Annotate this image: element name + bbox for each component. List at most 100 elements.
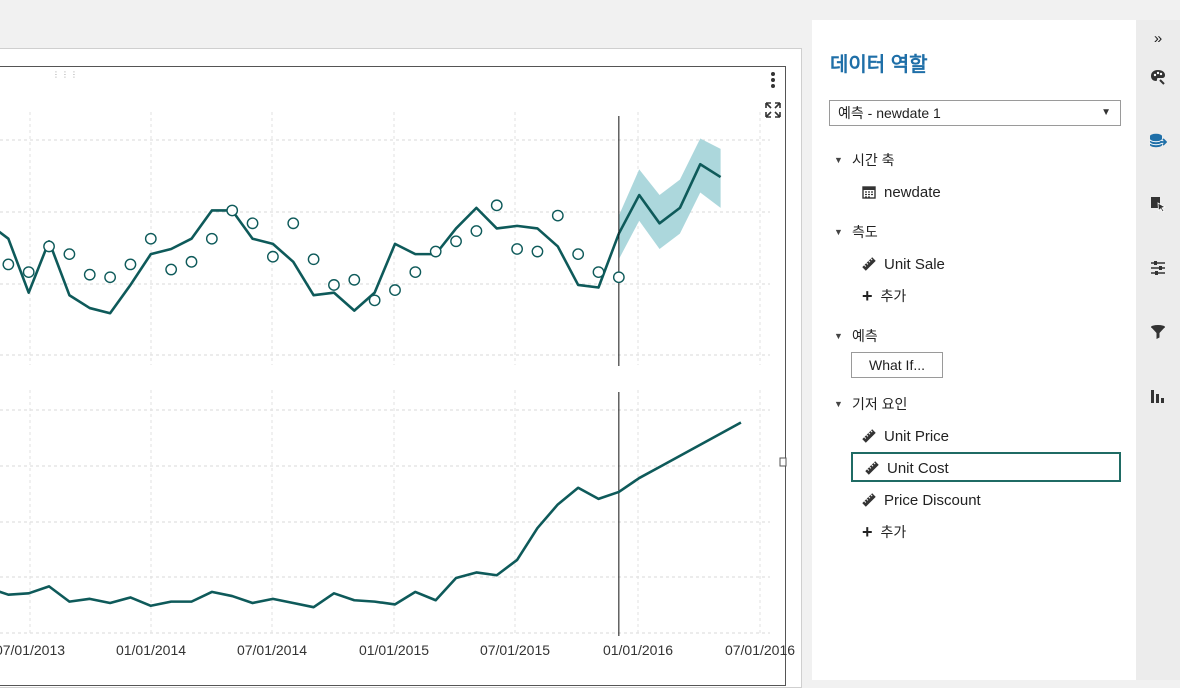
actual-point-22 [429, 245, 442, 258]
add-label: 추가 [880, 524, 907, 540]
x-tick-layer: 07/01/2013 01/01/2014 07/01/2014 01/01/2015… [0, 642, 795, 658]
more-vertical-icon [771, 72, 775, 88]
line-layer [0, 116, 742, 636]
actual-point-18 [348, 273, 361, 286]
maximize-icon [765, 102, 781, 118]
role-item-label: newdate [884, 183, 941, 201]
ranks-icon [1151, 390, 1164, 403]
collapse-triangle-icon: ▼ [834, 227, 843, 237]
role-item-unit-price[interactable]: Unit Price [862, 424, 949, 448]
x-tick-label-6: 07/01/2016 [725, 642, 795, 658]
grid-layer [0, 112, 770, 636]
panel-title: 데이터 역할 [830, 54, 928, 76]
section-label: 시간 축 [852, 152, 895, 168]
section-label: 기저 요인 [852, 396, 908, 412]
actual-point-9 [165, 263, 178, 276]
side-toolbar [1136, 20, 1180, 680]
collapse-triangle-icon: ▼ [834, 331, 843, 341]
role-item-unit-sale[interactable]: Unit Sale [862, 252, 945, 276]
forecast-visualization[interactable] [0, 66, 786, 686]
role-item-label: Unit Cost [887, 459, 949, 477]
collapse-pane-button[interactable]: » [1147, 27, 1169, 49]
role-item-price-discount[interactable]: Price Discount [862, 488, 981, 512]
actual-point-4 [63, 248, 76, 261]
role-item-label: Unit Price [884, 427, 950, 445]
forecast-line [617, 162, 722, 235]
actual-point-26 [511, 243, 523, 255]
forecast-select-value: 예측 - newdate 1 [838, 105, 941, 121]
actual-point-13 [246, 217, 259, 230]
object-select-button[interactable] [1147, 193, 1169, 215]
filter-button[interactable] [1147, 321, 1169, 343]
double-chevron-right-icon: » [1153, 29, 1163, 47]
measure-ruler-icon [862, 493, 876, 507]
data-roles-icon [1149, 133, 1167, 148]
actual-point-19 [368, 294, 381, 307]
forecast-confidence-band [618, 138, 721, 260]
actual-point-10 [185, 255, 198, 268]
add-measure-button[interactable]: + 추가 [862, 286, 906, 306]
section-label: 측도 [852, 224, 878, 240]
forecast-band-layer [618, 138, 721, 260]
options-button[interactable] [1147, 257, 1169, 279]
actual-point-29 [572, 248, 585, 261]
role-item-label: Unit Sale [884, 255, 945, 273]
calendar-icon [862, 185, 876, 199]
section-forecast[interactable]: ▼ 예측 [834, 326, 878, 346]
plus-icon: + [862, 286, 873, 306]
actual-point-16 [307, 253, 320, 266]
actual-point-30 [592, 266, 605, 279]
collapse-triangle-icon: ▼ [834, 399, 843, 409]
actual-point-7 [124, 258, 137, 271]
more-options-button[interactable] [762, 69, 784, 91]
chevron-down-icon: ▼ [1101, 107, 1111, 118]
actual-point-25 [490, 199, 503, 212]
x-tick-label-5: 01/01/2016 [603, 642, 673, 658]
section-time-axis[interactable]: ▼ 시간 축 [834, 150, 895, 170]
x-tick-label-3: 01/01/2015 [359, 642, 429, 658]
section-underlying-factors[interactable]: ▼ 기저 요인 [834, 394, 907, 414]
x-tick-label-2: 07/01/2014 [237, 642, 307, 658]
add-factor-button[interactable]: + 추가 [862, 522, 906, 542]
x-tick-label-0: 07/01/2013 [0, 642, 65, 658]
section-measure[interactable]: ▼ 측도 [834, 222, 878, 242]
measure-ruler-icon [862, 257, 876, 271]
actual-point-21 [409, 266, 422, 279]
section-label: 예측 [852, 328, 878, 344]
ranks-button[interactable] [1147, 385, 1169, 407]
actual-point-20 [389, 284, 401, 296]
plus-icon: + [862, 522, 873, 542]
role-item-unit-cost[interactable]: Unit Cost [865, 456, 949, 480]
actual-points-layer [2, 199, 625, 307]
what-if-button[interactable]: What If... [851, 352, 943, 378]
x-tick-label-4: 07/01/2015 [480, 642, 550, 658]
charts-svg: 07/01/2013 01/01/2014 07/01/2014 01/01/2015… [0, 112, 795, 658]
actual-point-14 [266, 250, 279, 263]
palette-button[interactable] [1147, 66, 1169, 88]
actual-point-23 [450, 235, 462, 248]
actual-point-8 [144, 232, 157, 245]
add-label: 추가 [880, 288, 907, 304]
data-roles-panel [812, 20, 1136, 680]
data-roles-button[interactable] [1147, 130, 1169, 152]
actual-point-1 [2, 258, 15, 271]
options-icon [1151, 261, 1165, 275]
forecast-object-select[interactable]: 예측 - newdate 1 ▼ [829, 100, 1121, 126]
maximize-button[interactable] [762, 99, 784, 121]
role-item-selected-outline [851, 452, 1121, 482]
collapse-triangle-icon: ▼ [834, 155, 843, 165]
actual-point-11 [205, 232, 218, 245]
actual-point-12 [226, 204, 239, 217]
actual-point-24 [470, 225, 483, 237]
measure-ruler-icon [862, 429, 876, 443]
resize-handle [779, 457, 787, 467]
actual-point-27 [531, 245, 544, 258]
actual-point-28 [551, 209, 564, 222]
role-item-label: Price Discount [884, 491, 981, 509]
palette-icon [1151, 70, 1165, 85]
measure-ruler-icon [865, 461, 879, 475]
actual-point-17 [328, 279, 340, 291]
role-item-newdate[interactable]: newdate [862, 180, 941, 204]
unit-cost-line [0, 421, 742, 609]
unit-sale-line [0, 206, 621, 315]
